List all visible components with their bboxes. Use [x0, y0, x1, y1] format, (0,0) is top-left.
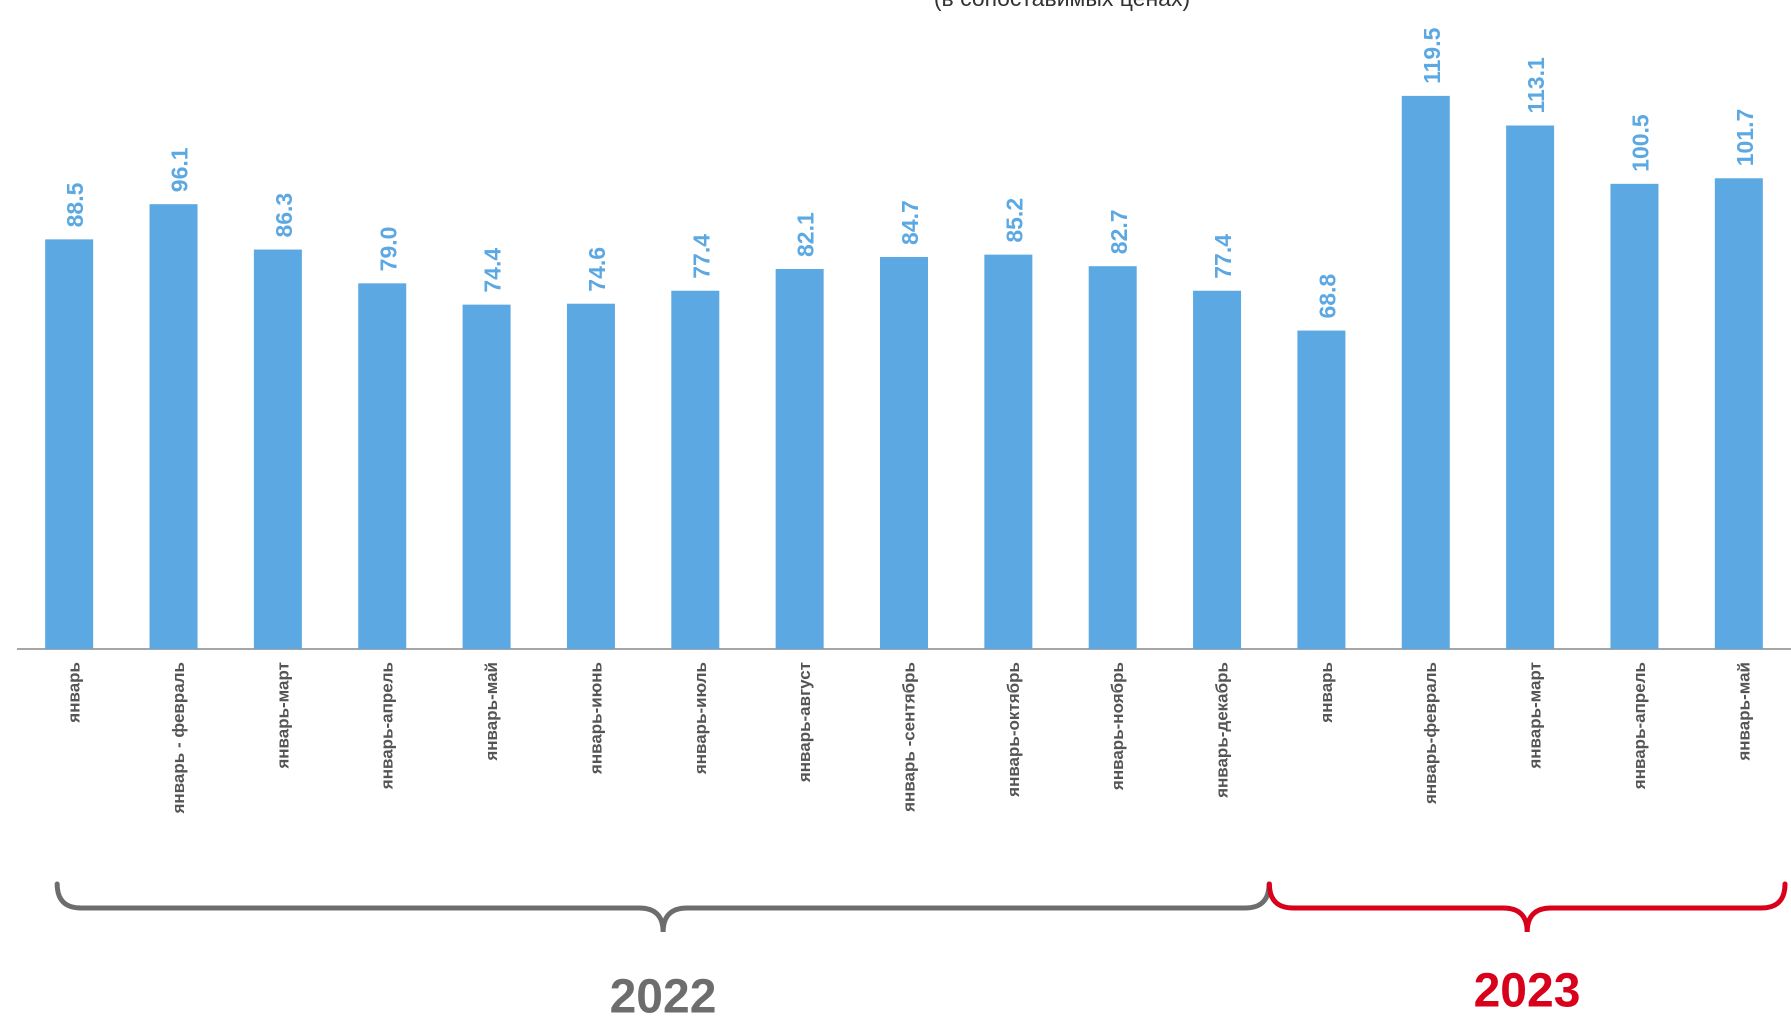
value-label: 68.8	[1314, 274, 1340, 319]
x-tick-label: январь -сентябрь	[899, 662, 918, 813]
x-tick-label: январь-март	[273, 662, 292, 770]
bar	[1297, 330, 1346, 649]
group-label: 2022	[610, 971, 717, 1016]
value-label: 86.3	[271, 193, 297, 238]
x-tick-label: январь-февраль	[1421, 662, 1440, 805]
value-label: 113.1	[1523, 57, 1549, 113]
value-label: 88.5	[62, 182, 88, 227]
bar	[149, 204, 198, 650]
bar	[1610, 183, 1659, 650]
value-label: 85.2	[1001, 198, 1027, 243]
group-brace	[54, 881, 1272, 933]
bar	[253, 249, 302, 649]
group-label: 2023	[1474, 965, 1581, 1016]
value-label: 119.5	[1419, 27, 1445, 83]
chart-subtitle: (в сопоставимых ценах)	[934, 0, 1190, 11]
bar	[45, 239, 94, 649]
value-label: 100.5	[1628, 114, 1654, 172]
x-tick-label: январь-март	[1526, 662, 1545, 770]
x-tick-label: январь-декабрь	[1213, 662, 1232, 799]
value-label: 79.0	[375, 227, 401, 272]
group-brace	[1266, 881, 1788, 933]
x-tick-label: январь-май	[1734, 662, 1753, 762]
x-tick-label: январь	[65, 662, 84, 724]
x-tick-label: январь-ноябрь	[1108, 662, 1127, 791]
value-label: 74.6	[584, 247, 610, 292]
bar	[566, 303, 615, 649]
value-label: 82.7	[1106, 209, 1132, 254]
x-tick-label: январь-октябрь	[1004, 662, 1023, 798]
x-tick-label: январь-август	[795, 662, 814, 783]
bar	[462, 304, 511, 649]
x-tick-label: январь - февраль	[169, 662, 188, 814]
value-label: 77.4	[688, 234, 714, 279]
value-label: 82.1	[793, 212, 819, 257]
bar	[984, 254, 1033, 649]
value-label: 77.4	[1210, 234, 1236, 279]
x-tick-label: январь-июль	[691, 662, 710, 775]
bar	[1193, 290, 1242, 649]
value-label: 74.4	[480, 248, 506, 293]
bar	[1401, 95, 1450, 649]
value-label: 84.7	[897, 200, 923, 245]
bar	[775, 268, 824, 649]
value-label: 101.7	[1732, 109, 1758, 167]
x-tick-label: январь-июнь	[586, 662, 605, 775]
bar	[1506, 125, 1555, 650]
bar	[1714, 178, 1763, 649]
bar	[1088, 266, 1137, 649]
x-tick-label: январь-май	[482, 662, 501, 762]
x-tick-label: январь-апрель	[378, 662, 397, 790]
bar	[671, 290, 720, 649]
bar	[358, 283, 407, 649]
bar	[879, 256, 929, 649]
value-label: 96.1	[167, 147, 193, 192]
x-tick-label: январь-апрель	[1630, 662, 1649, 790]
x-tick-label: январь	[1317, 662, 1336, 724]
